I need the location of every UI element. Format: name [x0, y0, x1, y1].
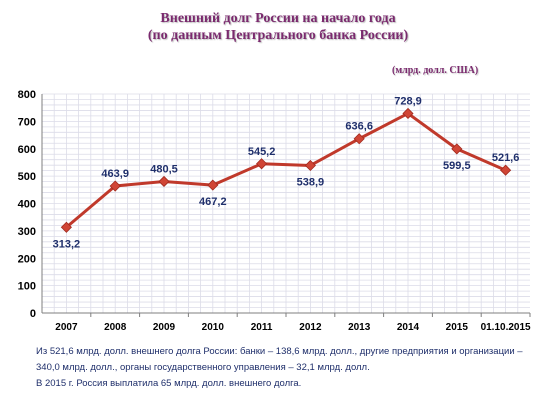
- x-tick-label: 2008: [104, 322, 127, 333]
- data-label: 467,2: [199, 196, 227, 208]
- chart-title-line-1: Внешний долг России на начало года: [160, 11, 396, 26]
- data-label: 545,2: [248, 146, 276, 158]
- footnote-line-1: Из 521,6 млрд. долл. внешнего долга Росс…: [36, 346, 523, 357]
- x-tick-label: 2014: [397, 322, 420, 333]
- data-labels-group: 313,2 463,9 480,5 467,2 545,2 538,9 636,6 728,9…: [53, 95, 520, 250]
- data-label: 463,9: [101, 168, 129, 180]
- y-tick-label: 700: [18, 116, 36, 128]
- chart-title-line-2: (по данным Центрального банка России): [147, 28, 409, 43]
- y-tick-label: 200: [18, 253, 36, 265]
- y-tick-label: 0: [30, 308, 36, 320]
- data-label: 599,5: [443, 160, 471, 172]
- x-tick-label: 2007: [55, 322, 78, 333]
- x-tick-label: 2009: [153, 322, 176, 333]
- footnote-line-2: 340,0 млрд. долл., органы государственно…: [36, 362, 370, 373]
- x-tick-label: 2011: [251, 322, 273, 333]
- data-point-marker: [451, 143, 463, 155]
- data-label: 313,2: [53, 238, 81, 250]
- data-point-marker: [256, 158, 268, 170]
- y-tick-label: 600: [18, 144, 36, 156]
- x-tick-label: 2015: [446, 322, 469, 333]
- data-label: 521,6: [492, 152, 520, 164]
- footnote-line-3: В 2015 г. Россия выплатила 65 млрд. долл…: [36, 378, 302, 389]
- x-tick-label: 2013: [348, 322, 371, 333]
- y-tick-label: 300: [18, 226, 36, 238]
- x-tick-label: 01.10.2015: [481, 322, 531, 333]
- y-tick-label: 800: [18, 89, 36, 101]
- y-tick-label: 100: [18, 281, 36, 293]
- chart-title: Внешний долг России на начало года (по д…: [0, 10, 556, 44]
- data-point-marker: [207, 179, 219, 191]
- x-axis-ticks: 2007 2008 2009 2010 2011 2012 2013 2014 2015 01.1…: [55, 313, 531, 333]
- series-line: [65, 111, 507, 229]
- x-tick-label: 2010: [202, 322, 225, 333]
- data-point-marker: [402, 107, 414, 120]
- data-point-marker: [304, 159, 316, 172]
- series-group: [60, 107, 512, 233]
- y-tick-label: 500: [18, 171, 36, 183]
- data-point-marker: [158, 175, 170, 188]
- data-point-marker: [500, 164, 512, 176]
- data-label: 480,5: [150, 163, 178, 175]
- footnote: Из 521,6 млрд. долл. внешнего долга Росс…: [36, 344, 536, 392]
- x-tick-label: 2012: [299, 322, 322, 333]
- data-point-marker: [109, 180, 121, 192]
- chart-grid: [42, 93, 530, 313]
- data-label: 538,9: [297, 176, 325, 188]
- data-label: 636,6: [345, 121, 373, 133]
- units-label: (млрд. долл. США): [392, 65, 479, 76]
- data-point-marker: [60, 221, 72, 233]
- y-tick-label: 400: [18, 199, 36, 211]
- data-point-marker: [353, 133, 365, 145]
- data-label: 728,9: [394, 95, 422, 107]
- y-axis-ticks: 0 100 200 300 400 500 600 700 800: [18, 89, 36, 320]
